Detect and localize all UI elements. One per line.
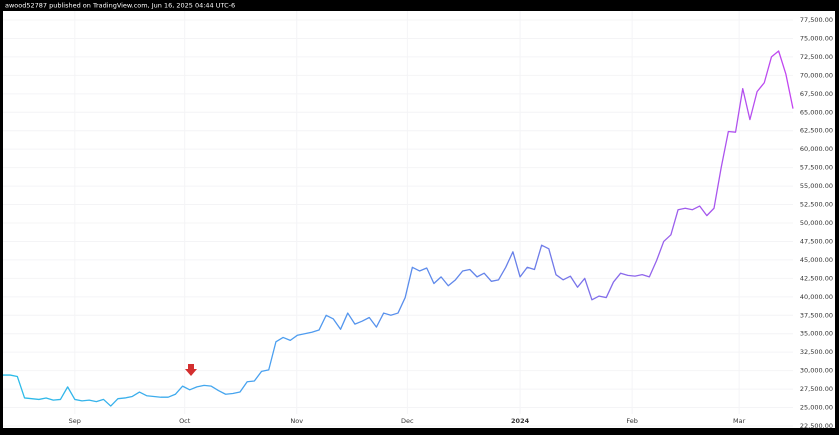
y-tick-label: 35,000.00 — [800, 330, 833, 338]
y-tick-label: 50,000.00 — [800, 219, 833, 227]
y-tick-label: 25,000.00 — [800, 404, 833, 412]
y-tick-label: 77,500.00 — [800, 16, 833, 24]
y-tick-label: 47,500.00 — [800, 237, 833, 245]
x-tick-label: Mar — [733, 417, 746, 425]
y-tick-label: 70,000.00 — [800, 71, 833, 79]
y-tick-label: 55,000.00 — [800, 182, 833, 190]
y-tick-label: 52,500.00 — [800, 201, 833, 209]
x-tick-label: Feb — [626, 417, 638, 425]
y-tick-label: 57,500.00 — [800, 164, 833, 172]
y-tick-label: 37,500.00 — [800, 311, 833, 319]
x-tick-label: 2024 — [511, 417, 530, 425]
y-tick-label: 30,000.00 — [800, 367, 833, 375]
y-tick-label: 67,500.00 — [800, 90, 833, 98]
y-tick-label: 72,500.00 — [800, 53, 833, 61]
chart-area — [3, 11, 835, 428]
y-tick-label: 32,500.00 — [800, 348, 833, 356]
y-tick-label: 22,500.00 — [800, 422, 833, 430]
y-tick-label: 75,000.00 — [800, 34, 833, 42]
y-tick-label: 42,500.00 — [800, 274, 833, 282]
x-tick-label: Oct — [179, 417, 191, 425]
x-tick-label: Dec — [401, 417, 414, 425]
price-line — [3, 50, 794, 407]
y-tick-label: 60,000.00 — [800, 145, 833, 153]
header: awood52787 published on TradingView.com,… — [5, 2, 235, 10]
y-tick-label: 45,000.00 — [800, 256, 833, 264]
y-tick-label: 40,000.00 — [800, 293, 833, 301]
y-tick-label: 62,500.00 — [800, 127, 833, 135]
x-tick-label: Nov — [290, 417, 303, 425]
y-tick-label: 27,500.00 — [800, 385, 833, 393]
x-tick-label: Sep — [69, 417, 81, 425]
arrow-annotation — [185, 364, 197, 376]
y-tick-label: 65,000.00 — [800, 108, 833, 116]
